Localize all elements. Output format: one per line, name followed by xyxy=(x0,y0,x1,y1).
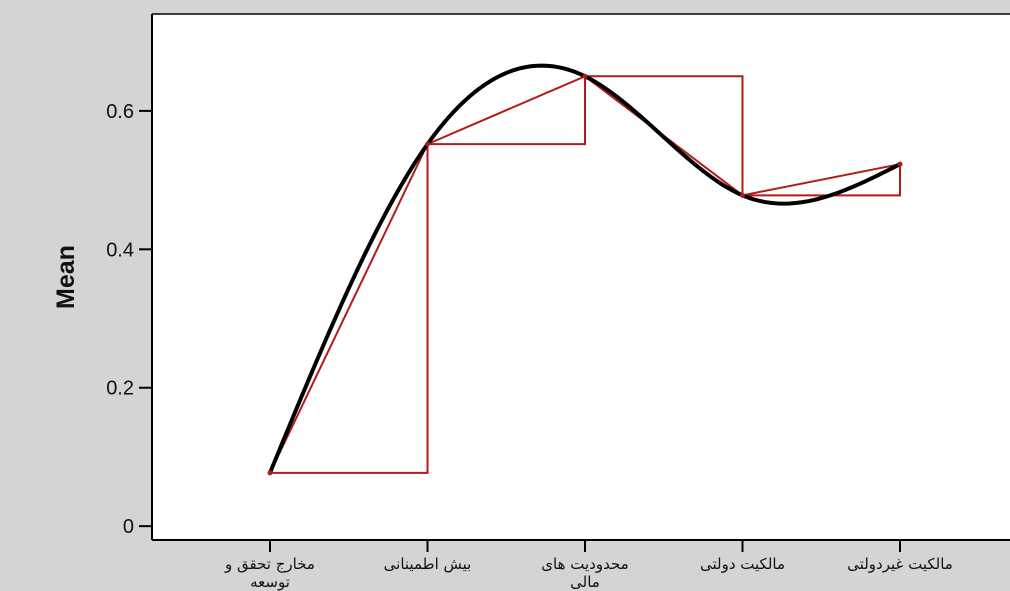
data-point xyxy=(740,192,745,198)
diagonal-segment xyxy=(269,143,429,474)
y-axis-title: Mean xyxy=(52,245,80,309)
x-category-label-line: مالی xyxy=(570,573,600,591)
plot-area xyxy=(152,14,1010,540)
x-category-label: بیش اطمینانی xyxy=(384,555,472,573)
data-point xyxy=(897,161,903,167)
diagonal-segment xyxy=(742,163,901,197)
x-category-label-line: بیش اطمینانی xyxy=(384,555,472,573)
data-point xyxy=(425,141,430,147)
step-segment xyxy=(742,164,901,197)
y-ticks: 0 0.2 0.4 0.6 xyxy=(106,101,152,538)
x-ticks: مخارج تحقق و توسعه بیش اطمینانی محدودیت های… xyxy=(224,540,953,591)
x-category-label-line: محدودیت های xyxy=(541,555,628,573)
x-category-label-line: مالکیت دولتی xyxy=(700,555,785,573)
x-category-label: مالکیت غیردولتی xyxy=(847,555,953,573)
y-tick-label: 0 xyxy=(123,516,134,538)
step-segment xyxy=(585,75,744,196)
x-category-label-line: مالکیت غیردولتی xyxy=(847,555,953,573)
x-category-label: مالکیت دولتی xyxy=(700,555,785,573)
y-tick-label: 0.2 xyxy=(106,378,134,400)
x-category-label: محدودیت های مالی xyxy=(541,555,628,591)
x-category-label-line: توسعه xyxy=(250,573,290,591)
x-category-label-line: مخارج تحقق و xyxy=(224,555,315,574)
curve-series xyxy=(267,63,903,476)
y-tick-label: 0.4 xyxy=(106,239,134,261)
step-segment xyxy=(270,144,429,474)
x-category-label: مخارج تحقق و توسعه xyxy=(224,555,315,591)
step-series xyxy=(269,75,901,474)
step-segment xyxy=(427,76,586,146)
data-point xyxy=(267,470,273,476)
data-point xyxy=(582,73,588,79)
diagonal-segment xyxy=(427,75,586,146)
y-tick-label: 0.6 xyxy=(106,101,134,123)
